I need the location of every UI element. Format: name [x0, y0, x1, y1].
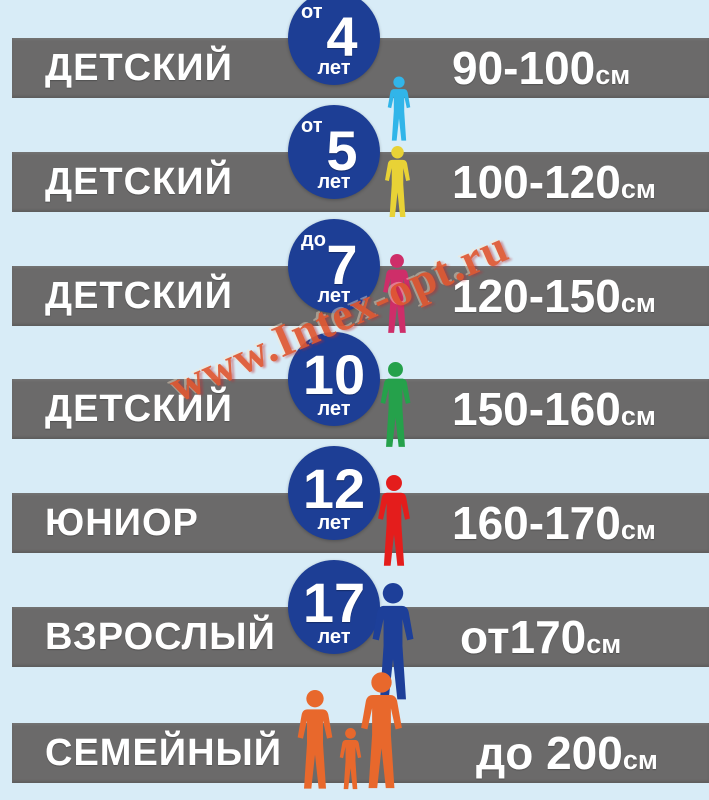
person-icon: [383, 254, 411, 333]
age-unit: лет: [317, 171, 351, 193]
category-label: ВЗРОСЛЫЙ: [45, 616, 276, 658]
height-unit: см: [620, 288, 656, 318]
age-unit: лет: [317, 285, 351, 307]
age-badge: от 5 лет: [288, 105, 380, 199]
size-row: СЕМЕЙНЫЙ до 200см: [0, 672, 709, 790]
age-value: 4: [326, 5, 358, 68]
age-unit: лет: [317, 57, 351, 79]
age-value: 5: [326, 119, 358, 182]
age-value: 17: [302, 571, 366, 634]
age-value: 10: [302, 343, 366, 406]
age-prefix: от: [301, 1, 323, 23]
age-badge: 12 лет: [288, 446, 380, 540]
height-value: 150-160: [452, 383, 621, 435]
size-row: ДЕТСКИЙ от 5 лет 100-120см: [0, 105, 709, 218]
size-row: ДЕТСКИЙ от 4 лет 90-100см: [0, 0, 709, 141]
height-value: 100-120: [452, 156, 621, 208]
age-prefix: до: [301, 229, 326, 251]
height-unit: см: [620, 515, 656, 545]
age-prefix: от: [301, 115, 323, 137]
height-range: 90-100см: [452, 38, 630, 98]
size-row: ДЕТСКИЙ до 7 лет 120-150см: [0, 219, 709, 333]
height-range: до 200см: [476, 723, 658, 783]
size-row: ВЗРОСЛЫЙ 17 лет от170см: [0, 560, 709, 700]
height-unit: см: [622, 745, 658, 775]
age-badge: 17 лет: [288, 560, 380, 654]
age-value: 7: [326, 233, 358, 296]
height-range: 160-170см: [452, 493, 656, 553]
category-label: СЕМЕЙНЫЙ: [45, 732, 283, 774]
person-icon: [380, 362, 411, 447]
height-value: 90-100: [452, 42, 596, 94]
age-unit: лет: [317, 626, 351, 648]
height-unit: см: [595, 60, 631, 90]
height-range: от170см: [460, 607, 621, 667]
height-range: 100-120см: [452, 152, 656, 212]
category-label: ДЕТСКИЙ: [45, 161, 233, 203]
person-icon: [385, 146, 410, 218]
height-value: 120-150: [452, 270, 621, 322]
height-unit: см: [620, 401, 656, 431]
size-row: ЮНИОР 12 лет 160-170см: [0, 446, 709, 566]
height-range: 150-160см: [452, 379, 656, 439]
height-unit: см: [620, 174, 656, 204]
height-value: до 200: [476, 727, 623, 779]
category-label: ДЕТСКИЙ: [45, 275, 233, 317]
person-icon: [361, 672, 402, 789]
category-label: ДЕТСКИЙ: [45, 47, 233, 89]
age-badge: до 7 лет: [288, 219, 380, 313]
category-label: ДЕТСКИЙ: [45, 388, 233, 430]
row-bar: [12, 723, 709, 783]
height-range: 120-150см: [452, 266, 656, 326]
person-icon: [378, 475, 410, 566]
age-badge: 10 лет: [288, 332, 380, 426]
person-icon: [387, 76, 411, 141]
height-unit: см: [586, 629, 622, 659]
age-value: 12: [302, 457, 366, 520]
age-badge: от 4 лет: [288, 0, 380, 85]
height-value: от170: [460, 611, 587, 663]
age-unit: лет: [317, 512, 351, 534]
height-value: 160-170: [452, 497, 621, 549]
age-unit: лет: [317, 398, 351, 420]
person-icon: [297, 690, 333, 789]
size-row: ДЕТСКИЙ 10 лет 150-160см: [0, 332, 709, 447]
category-label: ЮНИОР: [45, 502, 199, 544]
